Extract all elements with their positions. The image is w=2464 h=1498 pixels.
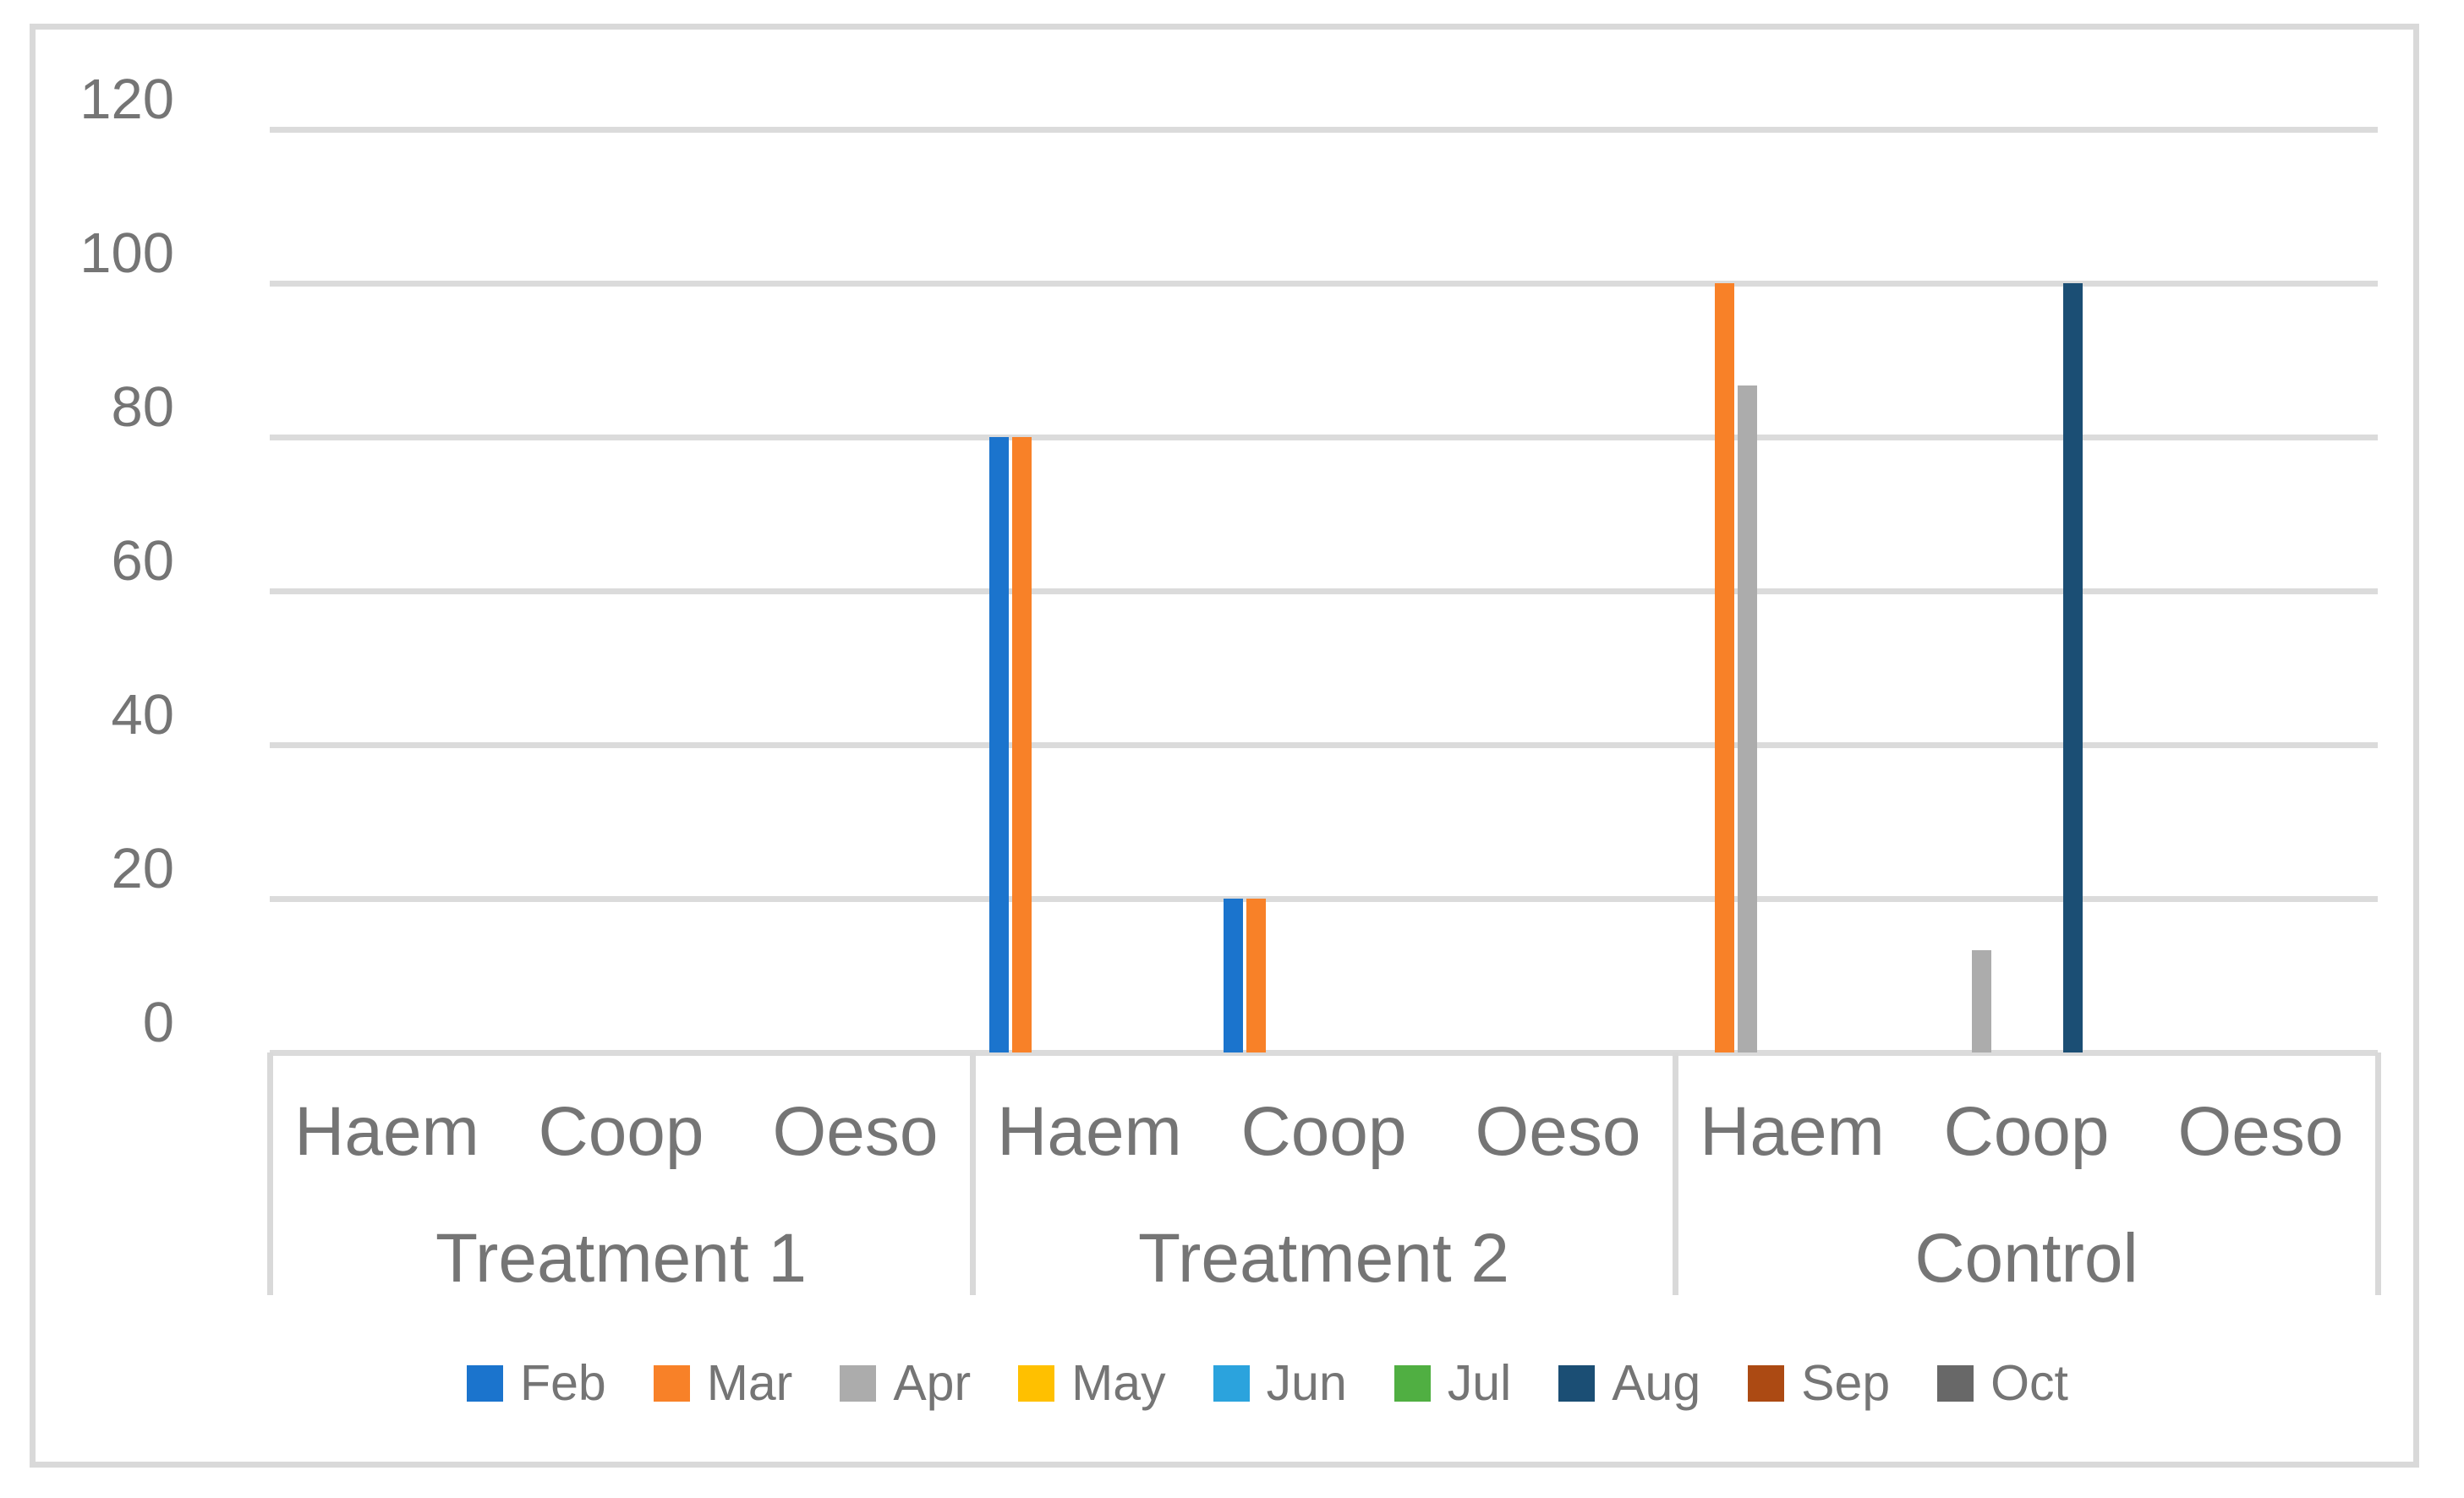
group-label-treatment-2: Treatment 2 <box>1137 1220 1510 1297</box>
legend-swatch-aug <box>1558 1365 1596 1402</box>
category-label-coop: Coop <box>1240 1093 1407 1170</box>
category-label-haem: Haem <box>1700 1093 1885 1170</box>
gridline-y-0 <box>270 1049 2378 1056</box>
legend-label-oct: Oct <box>1990 1355 2068 1411</box>
legend-label-mar: Mar <box>706 1355 793 1411</box>
legend-swatch-oct <box>1937 1365 1974 1402</box>
legend-item-aug: Aug <box>1558 1359 1700 1408</box>
category-label-oeso: Oeso <box>2177 1093 2344 1170</box>
legend-item-mar: Mar <box>653 1355 793 1411</box>
y-axis-tick-label: 100 <box>79 221 174 285</box>
category-label-oeso: Oeso <box>772 1093 939 1170</box>
bar-apr-control-coop <box>1972 949 1991 1052</box>
category-label-haem: Haem <box>294 1093 479 1170</box>
group-label-treatment-1: Treatment 1 <box>435 1220 808 1297</box>
legend-swatch-jun <box>1213 1365 1250 1402</box>
legend-swatch-may <box>1018 1365 1055 1402</box>
category-label-haem: Haem <box>997 1093 1182 1170</box>
y-axis-tick-label: 20 <box>111 837 174 900</box>
legend: Feb Mar Apr May Jun Jul Aug Sep Oct <box>36 1359 2464 1408</box>
bar-mar-control-haem <box>1715 283 1734 1052</box>
gridline-y-100 <box>270 280 2378 287</box>
legend-label-aug: Aug <box>1612 1355 1701 1411</box>
legend-swatch-sep <box>1748 1365 1785 1402</box>
axis-group-divider <box>2374 1052 2381 1295</box>
legend-label-jul: Jul <box>1447 1355 1512 1411</box>
legend-swatch-feb <box>467 1365 504 1402</box>
bar-feb-treatment2-haem <box>989 437 1009 1052</box>
bar-feb-treatment2-coop <box>1224 899 1243 1052</box>
category-axis-area: Haem Coop Oeso Treatment 1 Haem Coop Oeso Treat… <box>266 1052 2381 1297</box>
category-label-oeso: Oeso <box>1475 1093 1641 1170</box>
gridline-y-120 <box>270 126 2378 133</box>
legend-item-feb: Feb <box>467 1359 606 1408</box>
gridline-y-80 <box>270 434 2378 440</box>
legend-item-oct: Oct <box>1937 1359 2068 1408</box>
legend-item-may: May <box>1018 1355 1166 1411</box>
legend-item-jun: Jun <box>1213 1359 1347 1408</box>
y-axis-tick-label: 60 <box>111 529 174 593</box>
legend-swatch-apr <box>840 1365 877 1402</box>
legend-label-may: May <box>1071 1355 1166 1411</box>
legend-swatch-jul <box>1394 1365 1431 1402</box>
bar-mar-treatment2-haem <box>1012 437 1032 1052</box>
bar-aug-control-coop <box>2063 283 2083 1052</box>
legend-label-sep: Sep <box>1801 1355 1891 1411</box>
bar-mar-treatment2-coop <box>1246 899 1266 1052</box>
axis-group-divider <box>266 1052 273 1295</box>
y-axis-tick-label: 120 <box>79 68 174 131</box>
y-axis-tick-label: 0 <box>142 991 174 1054</box>
legend-item-jul: Jul <box>1394 1359 1511 1408</box>
legend-label-feb: Feb <box>520 1355 606 1411</box>
category-label-coop: Coop <box>1943 1093 2110 1170</box>
chart-frame-border: Haem Coop Oeso Treatment 1 Haem Coop Oeso Treat… <box>30 24 2419 1468</box>
y-axis-tick-label: 40 <box>111 683 174 746</box>
legend-item-sep: Sep <box>1748 1359 1890 1408</box>
legend-swatch-mar <box>653 1365 690 1402</box>
group-label-control: Control <box>1914 1220 2138 1297</box>
gridline-y-40 <box>270 741 2378 748</box>
bar-apr-control-haem <box>1738 385 1757 1052</box>
plot-area <box>270 126 2378 1056</box>
gridline-y-20 <box>270 895 2378 902</box>
legend-label-jun: Jun <box>1266 1355 1347 1411</box>
legend-label-apr: Apr <box>893 1355 972 1411</box>
axis-group-divider <box>1672 1052 1678 1295</box>
category-label-coop: Coop <box>538 1093 704 1170</box>
y-axis-tick-label: 80 <box>111 375 174 439</box>
axis-group-divider <box>969 1052 976 1295</box>
gridline-y-60 <box>270 588 2378 594</box>
legend-item-apr: Apr <box>840 1359 971 1408</box>
